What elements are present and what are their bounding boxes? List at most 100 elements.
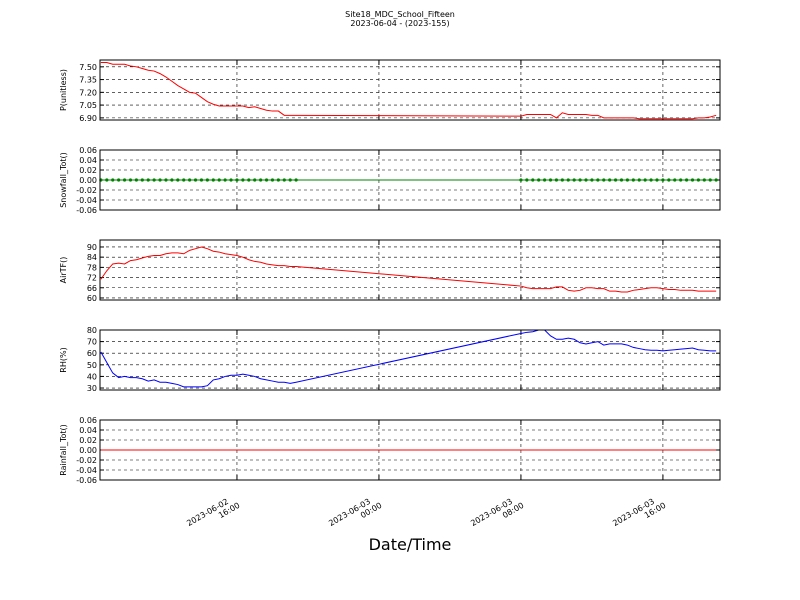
data-point [288,178,292,182]
data-point [554,178,559,182]
y-tick-label: 0.02 [79,166,97,175]
plot-frame [99,239,721,301]
y-tick-label: -0.06 [76,206,97,215]
y-axis-label: AirTF() [59,257,68,284]
data-point [655,178,659,182]
chart-title: Site18_MDC_School_Fifteen [345,10,455,19]
y-axis-label: P(unitless) [59,69,68,111]
data-point [637,178,641,182]
x-tick-label: 2023-06-0300:00 [327,493,383,536]
data-line [100,62,717,120]
y-tick-label: 60 [87,294,97,303]
data-point [542,178,547,182]
y-tick-label: 7.05 [79,101,97,110]
x-tick-label: 2023-06-0316:00 [611,493,667,536]
y-tick-label: 50 [87,361,97,370]
y-tick-label: 60 [87,349,97,358]
data-point [531,178,535,182]
data-point [643,178,647,182]
y-tick-label: 0.02 [79,436,97,445]
data-point [205,178,209,182]
data-point [282,178,286,182]
data-point [661,178,665,182]
data-point [164,178,168,182]
data-point [596,178,600,182]
y-tick-label: 0.04 [79,426,97,435]
data-point [128,178,133,182]
y-axis-label: Snowfall_Tot() [59,152,68,208]
data-point [235,178,239,182]
data-point [223,178,227,182]
y-tick-label: 0.06 [79,416,97,425]
data-point [548,178,553,182]
y-tick-label: 80 [87,326,97,335]
y-tick-label: 0.06 [79,146,97,155]
x-tick-label: 2023-06-0216:00 [185,493,241,536]
data-point [152,178,156,182]
data-point [584,178,588,182]
y-axis-label: Rainfall_Tot() [59,424,68,476]
y-tick-label: 30 [87,384,97,393]
data-point [608,178,612,182]
data-point [229,178,233,182]
y-tick-label: 0.00 [79,176,97,185]
data-point [566,178,570,182]
data-point [105,178,109,182]
data-point [619,178,624,182]
plot-frame [99,419,721,481]
x-axis-label: Date/Time [369,535,452,554]
data-point [519,178,523,182]
data-point [294,178,298,182]
y-tick-label: 7.35 [79,76,97,85]
y-tick-label: -0.04 [76,196,97,205]
y-tick-label: 7.20 [79,88,97,97]
data-line [100,329,717,388]
data-point [649,178,653,182]
data-point [146,178,150,182]
data-point [193,178,198,182]
x-tick-label: 2023-06-0308:00 [469,493,525,536]
data-point [241,178,245,182]
y-tick-label: 90 [87,243,97,252]
y-tick-label: 6.90 [79,114,97,123]
data-point [560,178,564,182]
data-point [176,178,180,182]
data-point [714,178,718,182]
data-point [140,178,144,182]
plot-frame [99,149,721,211]
data-point [673,178,677,182]
data-point [708,178,712,182]
chart-subtitle: 2023-06-04 - (2023-155) [350,19,449,28]
data-point [270,178,275,182]
data-point [117,178,121,182]
y-tick-label: 70 [87,338,97,347]
data-point [631,178,635,182]
data-point [199,178,204,182]
data-point [684,178,689,182]
y-tick-label: -0.02 [76,456,97,465]
data-point [602,178,606,182]
data-point [525,178,529,182]
y-axis-label: RH(%) [59,347,68,372]
y-tick-label: -0.04 [76,466,97,475]
y-tick-label: 0.00 [79,446,97,455]
data-point [276,178,280,182]
data-line [100,246,717,293]
data-point [170,178,174,182]
data-point [702,178,706,182]
data-point [625,178,630,182]
y-tick-label: -0.06 [76,476,97,485]
y-tick-label: 78 [87,263,97,272]
data-point [211,178,215,182]
y-tick-label: 7.50 [79,63,97,72]
data-point [158,178,162,182]
plot-frame [99,59,721,121]
data-point [188,178,192,182]
data-point [667,178,671,182]
data-point [613,178,618,182]
data-point [537,178,541,182]
data-point [264,178,269,182]
data-point [182,178,186,182]
y-tick-label: 0.04 [79,156,97,165]
